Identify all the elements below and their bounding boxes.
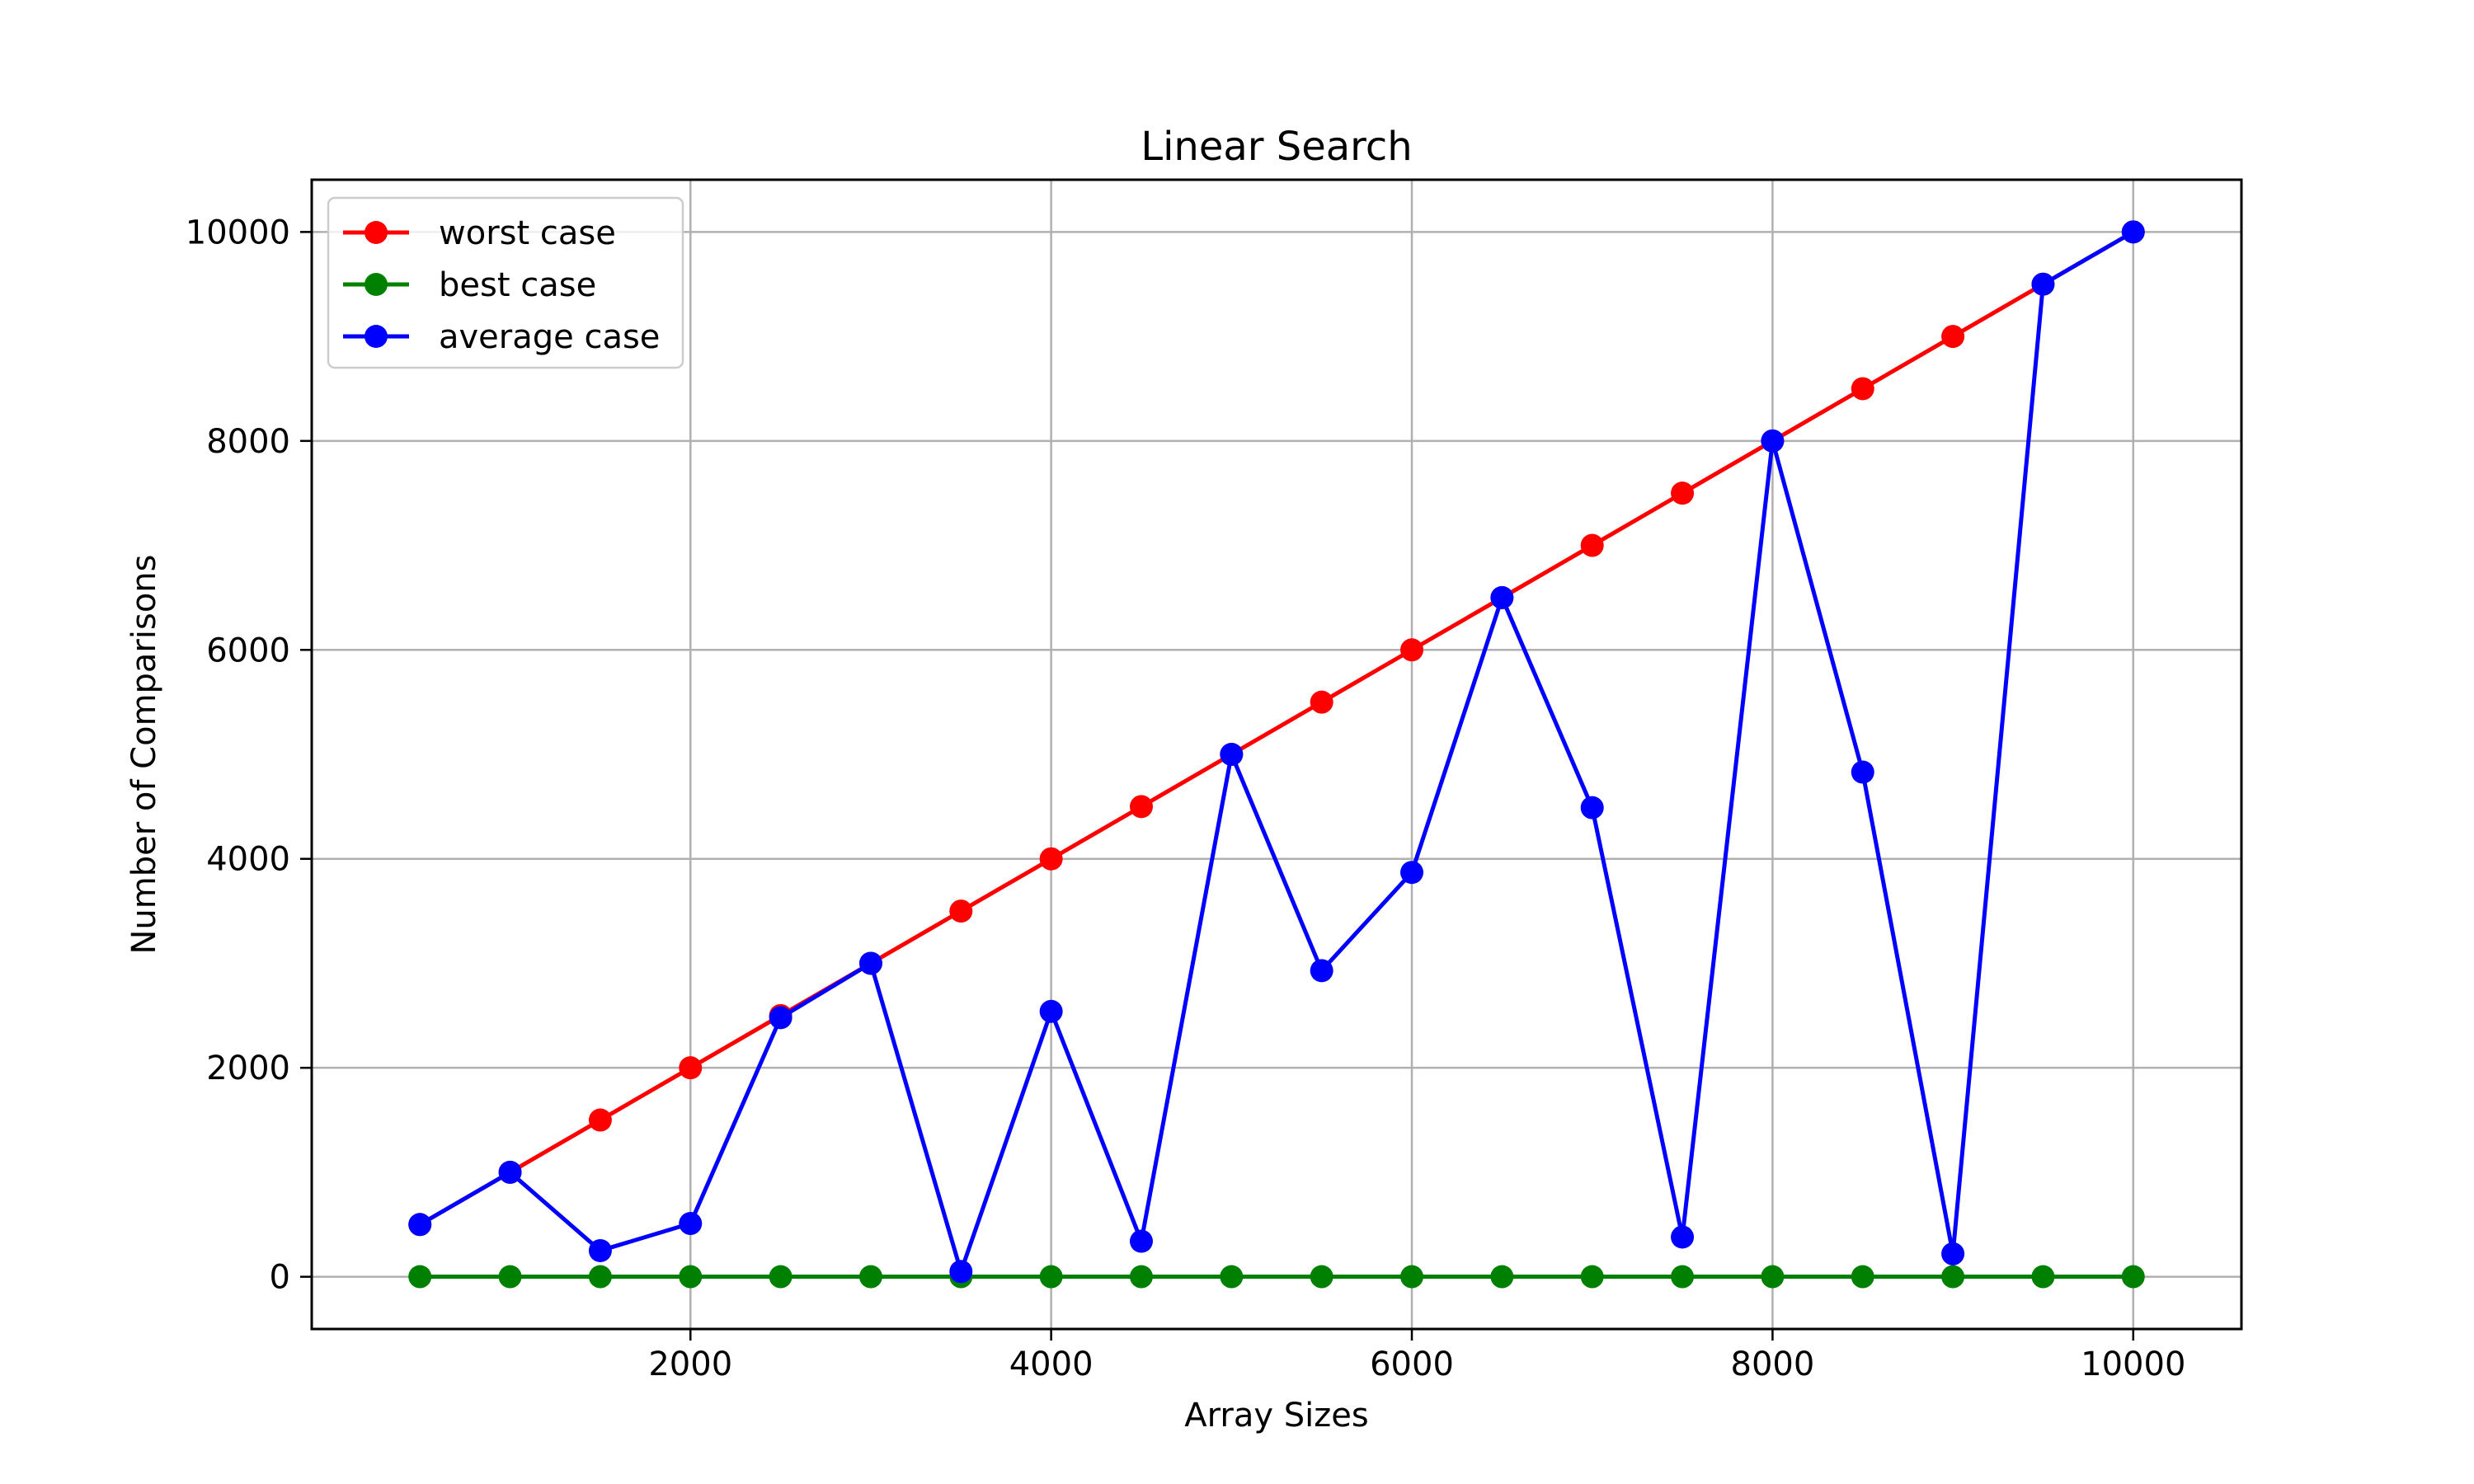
data-point — [1039, 1265, 1063, 1289]
data-point — [498, 1160, 522, 1184]
data-point — [1941, 1242, 1965, 1266]
data-point — [769, 1006, 793, 1030]
series-line — [418, 230, 2135, 1227]
y-tick-label: 8000 — [206, 423, 290, 461]
legend-swatch-marker — [365, 273, 388, 296]
data-point — [679, 1212, 703, 1236]
legend-label: average case — [439, 318, 660, 356]
legend-swatch-marker — [365, 221, 388, 244]
data-point — [1671, 481, 1695, 505]
data-point — [1851, 1265, 1874, 1289]
data-point — [1310, 690, 1333, 714]
chart-title: Linear Search — [1141, 124, 1412, 170]
x-tick-label: 6000 — [1370, 1345, 1454, 1383]
legend: worst case best case average case — [327, 196, 684, 369]
data-point — [1039, 847, 1063, 871]
data-point — [1400, 1265, 1424, 1289]
data-point — [2031, 272, 2055, 296]
data-point — [769, 1265, 793, 1289]
y-tick-label: 2000 — [206, 1050, 290, 1087]
data-point — [1400, 638, 1424, 662]
data-point — [1129, 1229, 1153, 1253]
data-point — [1671, 1265, 1695, 1289]
data-point — [858, 951, 882, 975]
series-line — [418, 230, 2135, 1274]
x-tick-label: 8000 — [1731, 1345, 1815, 1383]
data-point — [1220, 743, 1244, 766]
y-axis-label: Number of Comparisons — [125, 555, 163, 955]
data-point — [1039, 999, 1063, 1023]
data-point — [2121, 220, 2145, 244]
data-point — [1851, 377, 1874, 401]
data-point — [949, 1260, 973, 1284]
y-tick-label: 4000 — [206, 841, 290, 879]
data-point — [949, 899, 973, 923]
data-point — [1220, 1265, 1244, 1289]
data-point — [498, 1265, 522, 1289]
series-layer — [408, 220, 2145, 1289]
data-point — [1129, 1265, 1153, 1289]
data-point — [1941, 325, 1965, 349]
data-point — [408, 1265, 432, 1289]
data-point — [1490, 1265, 1514, 1289]
data-point — [1400, 861, 1424, 885]
legend-label: best case — [439, 266, 596, 304]
data-point — [2031, 1265, 2055, 1289]
data-point — [1129, 795, 1153, 819]
data-point — [588, 1238, 612, 1262]
data-point — [1490, 585, 1514, 609]
plot-frame — [310, 178, 2243, 1331]
data-point — [1761, 1265, 1785, 1289]
data-point — [1580, 796, 1604, 819]
data-point — [679, 1265, 703, 1289]
data-point — [1941, 1265, 1965, 1289]
legend-box — [327, 196, 684, 369]
x-tick-label: 4000 — [1009, 1345, 1094, 1383]
data-point — [1671, 1225, 1695, 1249]
series-average-case — [408, 220, 2145, 1284]
y-tick-label: 0 — [270, 1259, 290, 1297]
data-point — [2121, 1265, 2145, 1289]
y-tick-label: 6000 — [206, 632, 290, 669]
data-point — [1761, 429, 1785, 453]
x-axis-label: Array Sizes — [1184, 1397, 1368, 1435]
x-tick-label: 10000 — [2081, 1345, 2185, 1383]
axis-ticks: 2000 4000 6000 8000 10000 0 2000 4000 6000 8000 10… — [186, 214, 2186, 1383]
data-point — [408, 1213, 432, 1237]
data-point — [588, 1108, 612, 1132]
data-point — [679, 1056, 703, 1080]
y-tick-label: 10000 — [186, 214, 290, 251]
data-point — [1580, 533, 1604, 557]
x-tick-label: 2000 — [648, 1345, 732, 1383]
data-point — [1580, 1265, 1604, 1289]
data-point — [1310, 959, 1333, 983]
legend-label: worst case — [439, 214, 616, 252]
data-point — [1851, 760, 1874, 784]
data-point — [858, 1265, 882, 1289]
data-point — [588, 1265, 612, 1289]
legend-swatch-marker — [365, 325, 388, 348]
data-point — [1310, 1265, 1333, 1289]
